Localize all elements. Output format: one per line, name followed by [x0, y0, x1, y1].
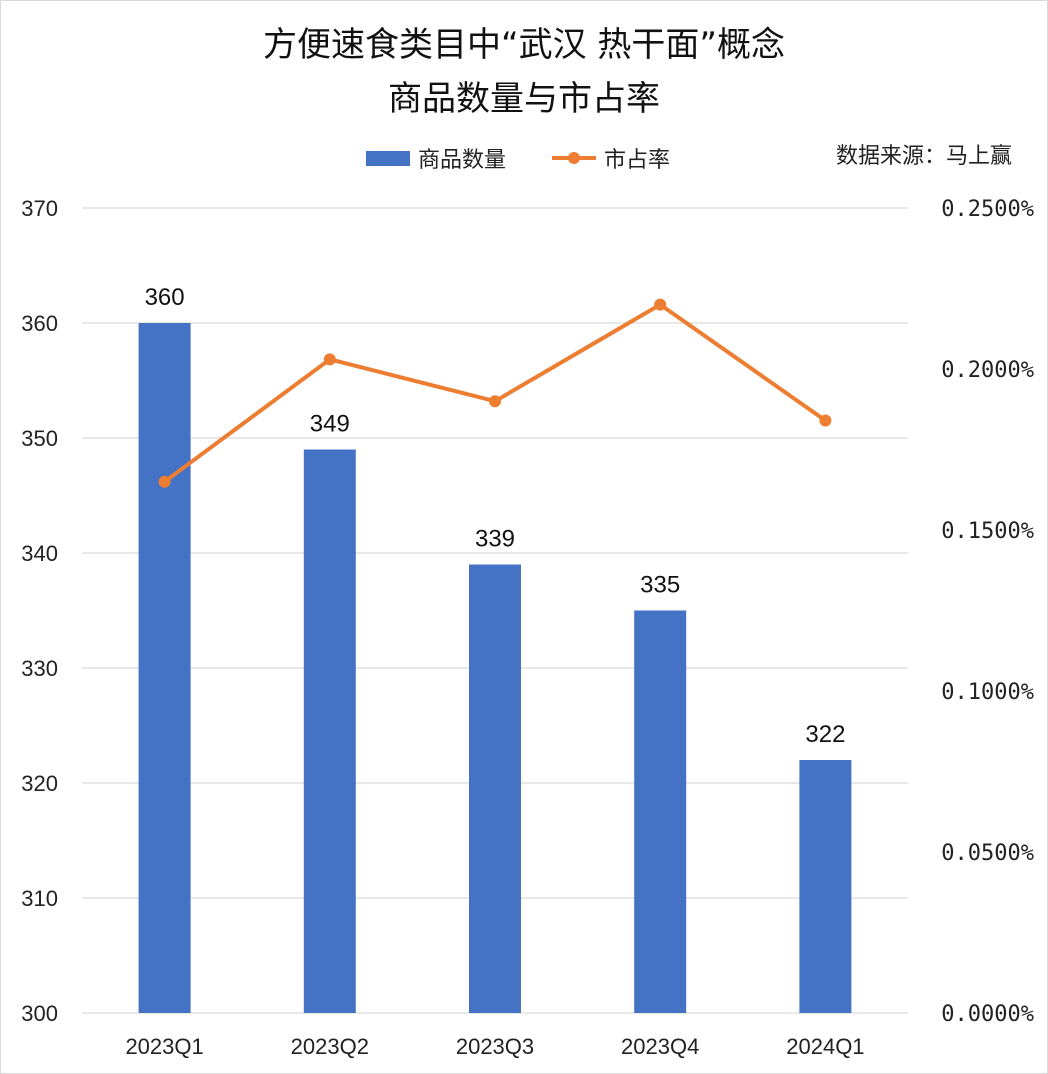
- chart-title-line-2: 商品数量与市占率: [388, 79, 660, 119]
- bar-2023Q3: [469, 564, 521, 1013]
- y-left-tick-label: 330: [21, 656, 58, 681]
- y-right-tick-label: 0.1500%: [941, 519, 1034, 544]
- share-point-2023Q4: [654, 298, 667, 311]
- bar-value-label: 335: [640, 572, 680, 599]
- x-axis-ticks: 2023Q1 2023Q2 2023Q3 2023Q4 2024Q1: [125, 1034, 864, 1059]
- legend-label-bar: 商品数量: [418, 148, 506, 173]
- bar-value-label: 360: [145, 284, 185, 311]
- y-axis-left-ticks: 300 310 320 330 340 350 360 370: [21, 196, 58, 1026]
- y-left-tick-label: 310: [21, 886, 58, 911]
- bar-data-labels: 360 349 339 335 322: [145, 284, 846, 748]
- x-tick-label: 2023Q2: [291, 1034, 369, 1059]
- bar-series: [138, 323, 852, 1013]
- chart-title-line-1: 方便速食类目中“武汉 热干面”概念: [263, 25, 785, 65]
- bar-2023Q4: [634, 610, 687, 1013]
- y-left-tick-label: 300: [21, 1001, 58, 1026]
- y-left-tick-label: 350: [21, 426, 58, 451]
- share-point-2023Q1: [158, 475, 171, 488]
- y-right-tick-label: 0.2500%: [941, 197, 1034, 222]
- y-right-tick-label: 0.0000%: [941, 1002, 1034, 1027]
- legend-label-line: 市占率: [604, 148, 670, 173]
- bar-2023Q1: [138, 323, 191, 1013]
- x-tick-label: 2024Q1: [786, 1034, 864, 1059]
- x-tick-label: 2023Q1: [125, 1034, 203, 1059]
- legend: 商品数量 市占率: [366, 148, 670, 173]
- y-right-tick-label: 0.1000%: [941, 680, 1034, 705]
- bar-2023Q2: [303, 449, 356, 1013]
- source-note: 数据来源：马上赢: [836, 144, 1012, 169]
- x-tick-label: 2023Q4: [621, 1034, 699, 1059]
- y-left-tick-label: 320: [21, 771, 58, 796]
- y-axis-right-ticks: 0.0000% 0.0500% 0.1000% 0.1500% 0.2000% 0.250…: [941, 197, 1034, 1027]
- legend-swatch-bar: [366, 151, 410, 166]
- bar-value-label: 339: [475, 526, 515, 553]
- y-left-tick-label: 360: [21, 311, 58, 336]
- y-left-tick-label: 340: [21, 541, 58, 566]
- y-left-tick-label: 370: [21, 196, 58, 221]
- share-point-2023Q2: [323, 353, 336, 366]
- bar-2024Q1: [799, 760, 852, 1013]
- legend-swatch-marker: [568, 152, 580, 164]
- line-series: [158, 298, 832, 488]
- share-point-2024Q1: [819, 414, 832, 427]
- share-point-2023Q3: [489, 395, 501, 408]
- bar-value-label: 322: [805, 721, 845, 748]
- bar-value-label: 349: [310, 411, 350, 438]
- y-right-tick-label: 0.2000%: [941, 358, 1034, 383]
- x-tick-label: 2023Q3: [456, 1034, 534, 1059]
- y-right-tick-label: 0.0500%: [941, 841, 1034, 866]
